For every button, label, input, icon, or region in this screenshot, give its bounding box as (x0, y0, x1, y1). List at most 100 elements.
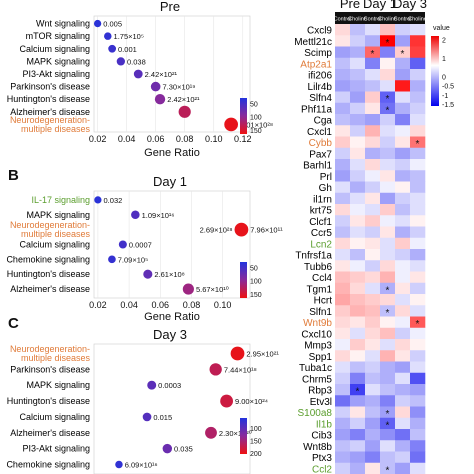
heatmap-cell (395, 462, 411, 474)
panel-2-category-label: Neurodegeneration- (10, 220, 90, 230)
panel-1-point-value-label: 0.005 (103, 20, 122, 29)
heatmap-cell (335, 406, 351, 419)
heatmap-cell (365, 215, 381, 227)
heatmap-cell (410, 395, 426, 407)
heatmap-cell (350, 406, 366, 419)
heatmap-cell (380, 316, 396, 329)
heatmap-significance-star: * (356, 387, 360, 398)
panel-2-category-label: IL-17 signaling (31, 195, 90, 205)
panel-1-point (104, 32, 112, 40)
heatmap-cell (365, 159, 381, 171)
heatmap-cell (410, 327, 426, 340)
heatmap-row-label: Clcf1 (309, 217, 332, 228)
heatmap-cell (380, 192, 396, 205)
panel-1-category-label: PI3-Akt signaling (22, 69, 90, 79)
heatmap-cell (380, 91, 396, 104)
panel-3-point (142, 412, 152, 422)
heatmap-column-label: Control (334, 17, 352, 23)
heatmap-cell (350, 204, 366, 216)
panel-2-x-tick-label: 0.02 (89, 300, 107, 310)
heatmap-cell (380, 80, 396, 92)
panel-2-x-tick-label: 0.04 (120, 300, 138, 310)
heatmap-row-label: Mmp3 (304, 341, 332, 352)
panel-3-category-label: Calcium signaling (19, 412, 90, 422)
heatmap-cell (380, 35, 396, 47)
panel-1-category-label: Alzheimer's disease (10, 107, 90, 117)
panel-1-point-value-label: 7.30×10¹⁹ (162, 83, 195, 92)
heatmap-cell (380, 305, 396, 317)
panel-2-point (234, 222, 249, 237)
heatmap-cell (335, 339, 351, 351)
heatmap-cell (365, 237, 381, 250)
panel-1-title: Pre (160, 0, 180, 14)
heatmap-cell (380, 440, 396, 452)
heatmap-cell (350, 102, 366, 115)
heatmap-cell (365, 102, 381, 115)
heatmap-cell (395, 35, 411, 47)
panel-1-point-value-label: 2.42×10²¹ (167, 95, 200, 104)
panel-3-category-label: Huntington's disease (7, 396, 90, 406)
heatmap-cell (350, 440, 366, 452)
heatmap-significance-star: * (386, 420, 390, 431)
heatmap-cell (395, 147, 411, 160)
heatmap-cell (335, 350, 351, 362)
panel-1-point (178, 105, 191, 118)
panel-3-point-value-label: 7.44×10¹⁸ (224, 365, 257, 374)
heatmap-cell (365, 192, 381, 205)
heatmap-cell (350, 305, 366, 317)
heatmap-row-label: ifi206 (308, 71, 332, 82)
heatmap-cell (350, 384, 366, 396)
heatmap-cell (335, 282, 351, 295)
panel-1-count-legend-tick: 50 (250, 101, 258, 108)
heatmap-cell (410, 237, 426, 250)
heatmap-row-label: Cxcl10 (301, 329, 332, 340)
heatmap-row-label: Slfn4 (309, 93, 332, 104)
heatmap-cell (335, 46, 351, 59)
heatmap-cell (395, 136, 411, 149)
panel-2-plot-frame (93, 190, 251, 299)
heatmap-cell (365, 372, 381, 385)
heatmap-cell (335, 440, 351, 452)
panel-1-x-tick-label: 0.04 (118, 134, 136, 144)
panel-3-point (230, 346, 245, 361)
heatmap-row-label: il1rn (313, 194, 332, 205)
heatmap-cell (395, 102, 411, 115)
heatmap-cell (395, 125, 411, 137)
heatmap-cell (380, 215, 396, 227)
heatmap-cell (365, 282, 381, 295)
heatmap-row-label: Pax7 (309, 149, 332, 160)
panel-1-x-tick-label: 0.06 (147, 134, 165, 144)
heatmap-cell (365, 136, 381, 149)
heatmap-cell (395, 204, 411, 216)
panel-3-plot-frame (93, 343, 251, 474)
heatmap-column-label: Control (364, 17, 382, 23)
heatmap-cell (395, 80, 411, 92)
heatmap-row-label: Ccl4 (312, 273, 332, 284)
heatmap-row-label: Scimp (304, 48, 332, 59)
heatmap-significance-star: * (386, 308, 390, 319)
heatmap-cell (365, 181, 381, 194)
heatmap-cell (395, 361, 411, 374)
heatmap-cell (350, 395, 366, 407)
heatmap-row-label: Wnt8b (303, 442, 332, 453)
heatmap-column-header-band (335, 12, 425, 24)
heatmap-legend-tick: 1 (442, 56, 446, 63)
heatmap-cell (350, 226, 366, 239)
heatmap-cell (365, 125, 381, 137)
heatmap-cell (350, 147, 366, 160)
panel-1-category-label: Parkinson's disease (10, 82, 90, 92)
heatmap-cell (365, 305, 381, 317)
heatmap-cell (395, 384, 411, 396)
panel-3-letter: C (8, 315, 19, 332)
panel-1-category-label: multiple diseases (21, 124, 91, 134)
heatmap-cell (380, 384, 396, 396)
heatmap-cell (350, 282, 366, 295)
heatmap-cell (350, 327, 366, 340)
heatmap-row-label: Tuba1c (299, 363, 332, 374)
heatmap-cell (335, 372, 351, 385)
panel-1-point-value-label: 3.01×10²⁸ (240, 120, 273, 129)
panel-2-category-label: multiple diseases (21, 229, 91, 239)
heatmap-cell (410, 159, 426, 171)
heatmap-cell (380, 237, 396, 250)
heatmap-cell (395, 170, 411, 182)
